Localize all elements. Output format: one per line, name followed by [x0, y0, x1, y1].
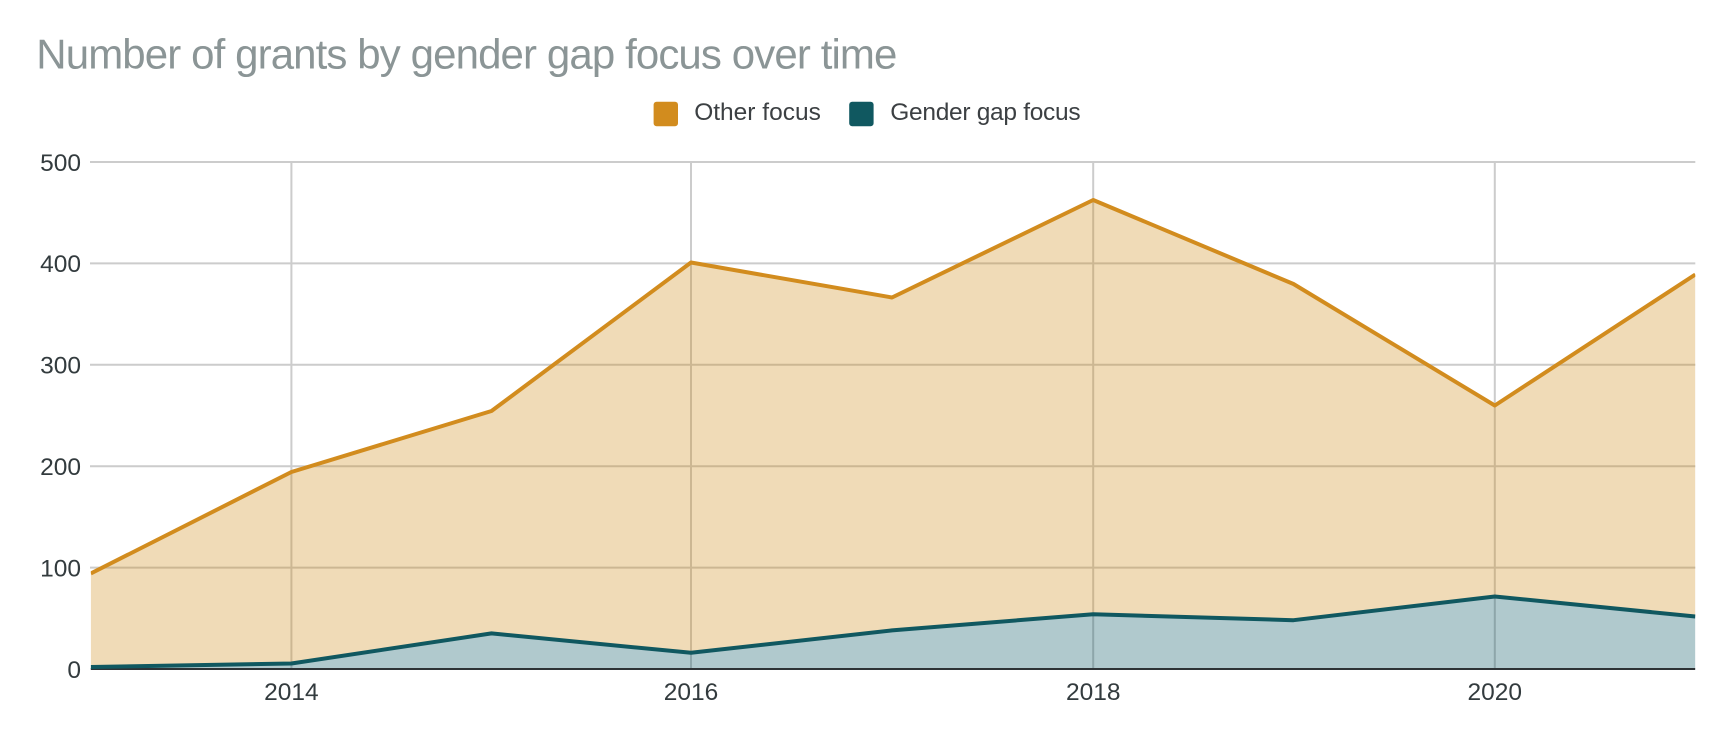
svg-text:400: 400 [40, 251, 81, 278]
svg-text:300: 300 [40, 353, 81, 380]
svg-text:200: 200 [40, 454, 81, 481]
svg-text:2018: 2018 [1066, 679, 1121, 706]
svg-text:100: 100 [40, 555, 81, 582]
svg-text:2016: 2016 [664, 679, 719, 706]
svg-text:Gender gap focus: Gender gap focus [890, 99, 1080, 126]
svg-text:500: 500 [40, 150, 81, 177]
svg-text:Number of grants by gender gap: Number of grants by gender gap focus ove… [36, 31, 896, 78]
svg-text:2020: 2020 [1468, 679, 1523, 706]
svg-text:Other focus: Other focus [694, 99, 821, 126]
svg-text:0: 0 [67, 657, 81, 684]
svg-text:2014: 2014 [264, 679, 319, 706]
